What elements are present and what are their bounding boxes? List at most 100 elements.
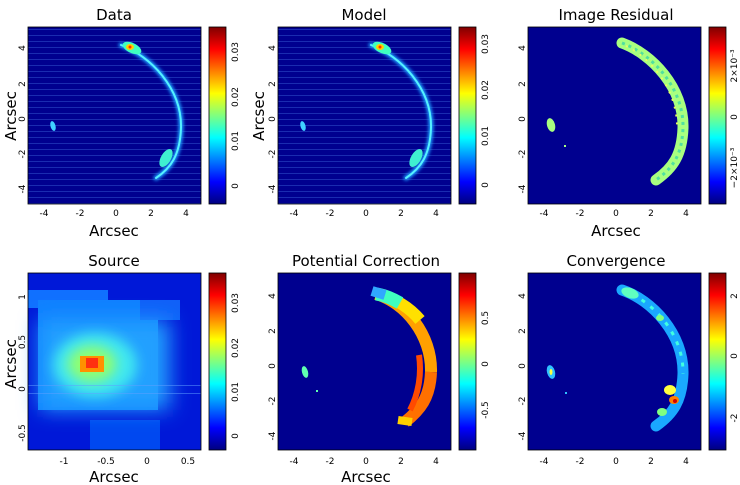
y-ticks: 4 2 0 -2 -4 bbox=[268, 45, 278, 194]
tick-label: 4 bbox=[683, 457, 689, 467]
colorbar-gradient bbox=[208, 272, 227, 451]
colorbar-tick: 0 bbox=[231, 433, 241, 439]
tick-label: 0 bbox=[268, 363, 278, 369]
tick-label: 2 bbox=[518, 81, 528, 87]
tick-label: -4 bbox=[540, 457, 549, 467]
x-axis-label: Arcsec bbox=[591, 222, 641, 240]
colorbar-tick: 0.02 bbox=[481, 80, 491, 100]
x-ticks: -1 -0.5 0 0.5 bbox=[60, 457, 196, 467]
panel-data: Data -4 -2 0 2 4 4 2 0 -2 bbox=[2, 6, 241, 240]
tick-label: -0.5 bbox=[18, 424, 28, 442]
y-ticks: 4 2 0 -2 -4 bbox=[518, 293, 528, 441]
tick-label: 4 bbox=[518, 45, 528, 51]
tick-label: -4 bbox=[18, 184, 28, 193]
tick-label: -2 bbox=[76, 209, 85, 219]
tick-label: 4 bbox=[183, 209, 189, 219]
tick-label: 0 bbox=[363, 457, 369, 467]
tick-label: 2 bbox=[268, 81, 278, 87]
tick-label: -4 bbox=[540, 209, 549, 219]
colorbar-gradient bbox=[458, 272, 477, 451]
tick-label: -2 bbox=[326, 209, 335, 219]
tick-label: 0 bbox=[363, 209, 369, 219]
tick-label: 0 bbox=[18, 386, 28, 392]
tick-label: 0 bbox=[144, 457, 150, 467]
colorbar-tick: 0 bbox=[481, 361, 491, 367]
tick-label: -2 bbox=[576, 209, 585, 219]
heatmap-area bbox=[27, 272, 202, 451]
tick-label: 4 bbox=[18, 45, 28, 51]
heatmap-area bbox=[527, 272, 702, 451]
y-ticks: 4 2 0 -2 -4 bbox=[518, 45, 528, 194]
tick-label: -4 bbox=[518, 431, 528, 440]
x-ticks: -4 -2 0 2 4 bbox=[290, 457, 440, 467]
tick-label: -0.5 bbox=[97, 457, 115, 467]
colorbar: 0.03 0.02 0.01 0 bbox=[208, 272, 241, 451]
panel-source: Source -1 -0.5 0 0.5 bbox=[2, 252, 241, 485]
colorbar-tick: 0.03 bbox=[231, 42, 241, 62]
tick-label: -1 bbox=[60, 457, 69, 467]
y-axis-label: Arcsec bbox=[250, 91, 268, 141]
tick-label: 4 bbox=[433, 457, 439, 467]
colorbar-tick: 0.03 bbox=[481, 34, 491, 54]
tick-label: 2 bbox=[518, 328, 528, 334]
tick-label: 4 bbox=[268, 293, 278, 299]
axes-frame bbox=[27, 272, 202, 451]
tick-label: -2 bbox=[268, 150, 278, 159]
tick-label: -2 bbox=[576, 457, 585, 467]
tick-label: -4 bbox=[290, 209, 299, 219]
tick-label: -2 bbox=[518, 150, 528, 159]
panel-image-residual: Image Residual -4 -2 0 2 4 4 2 0 -2 -4 bbox=[518, 6, 740, 240]
tick-label: 0 bbox=[268, 116, 278, 122]
tick-label: -2 bbox=[268, 397, 278, 406]
panel-title: Data bbox=[96, 6, 132, 24]
colorbar-tick: 2 bbox=[730, 293, 740, 299]
heatmap-area bbox=[277, 272, 452, 451]
tick-label: 4 bbox=[683, 209, 689, 219]
colorbar-tick: 0 bbox=[481, 182, 491, 188]
tick-label: -2 bbox=[326, 457, 335, 467]
colorbar-tick: -2 bbox=[730, 414, 740, 423]
colorbar: 2×10⁻³ 0 −2×10⁻³ bbox=[708, 26, 740, 205]
x-axis-label: Arcsec bbox=[89, 468, 139, 485]
colorbar-gradient bbox=[708, 272, 727, 451]
source-reconstruction bbox=[28, 290, 201, 450]
tick-label: 2 bbox=[18, 81, 28, 87]
y-ticks: 1 0.5 0 -0.5 bbox=[18, 294, 28, 442]
axes-frame bbox=[27, 26, 202, 205]
colorbar-tick: 0.02 bbox=[231, 87, 241, 107]
colorbar-tick: 0 bbox=[231, 183, 241, 189]
arc-convergence bbox=[546, 284, 689, 432]
axes-frame bbox=[277, 272, 452, 451]
panel-title: Source bbox=[88, 252, 140, 270]
colorbar-tick: 0.03 bbox=[231, 293, 241, 313]
tick-label: 4 bbox=[268, 45, 278, 51]
x-ticks: -4 -2 0 2 4 bbox=[540, 209, 690, 219]
colorbar-gradient bbox=[208, 26, 227, 205]
tick-label: 0.5 bbox=[181, 457, 195, 467]
x-axis-label: Arcsec bbox=[341, 468, 391, 485]
colorbar-tick: 0.01 bbox=[231, 131, 241, 151]
tick-label: -4 bbox=[290, 457, 299, 467]
colorbar-tick: 0.5 bbox=[481, 311, 491, 325]
tick-label: 0 bbox=[613, 457, 619, 467]
arc-image bbox=[300, 41, 434, 181]
tick-label: 0.5 bbox=[18, 335, 28, 349]
colorbar: 0.5 0 -0.5 bbox=[458, 272, 491, 451]
arc-correction bbox=[301, 286, 438, 427]
arc-image bbox=[50, 41, 184, 181]
colorbar-tick: 0.01 bbox=[481, 126, 491, 146]
tick-label: 2 bbox=[398, 457, 404, 467]
colorbar-tick: -0.5 bbox=[481, 401, 491, 419]
y-ticks: 4 2 0 -2 -4 bbox=[18, 45, 28, 194]
colorbar: 0.03 0.02 0.01 0 bbox=[208, 26, 241, 205]
heatmap-area bbox=[277, 26, 452, 205]
tick-label: 2 bbox=[398, 209, 404, 219]
x-ticks: -4 -2 0 2 4 bbox=[540, 457, 690, 467]
tick-label: 0 bbox=[518, 116, 528, 122]
colorbar-gradient bbox=[708, 26, 727, 205]
tick-label: 0 bbox=[518, 363, 528, 369]
axes-frame bbox=[527, 272, 702, 451]
tick-label: 0 bbox=[613, 209, 619, 219]
colorbar-gradient bbox=[458, 26, 477, 205]
tick-label: 4 bbox=[433, 209, 439, 219]
